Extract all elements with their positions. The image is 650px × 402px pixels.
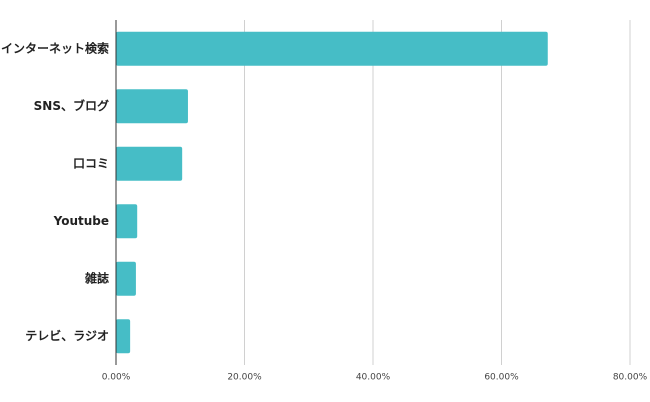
x-tick-label: 60.00% xyxy=(484,373,519,383)
y-tick-label: SNS、ブログ xyxy=(34,98,109,113)
bar xyxy=(116,89,188,124)
bar xyxy=(116,319,131,354)
bar xyxy=(116,261,136,296)
bar xyxy=(116,31,548,66)
x-tick-label: 40.00% xyxy=(356,373,391,383)
bar xyxy=(116,204,138,239)
y-tick-label: Youtube xyxy=(53,214,109,228)
bar xyxy=(116,146,183,181)
y-tick-label: 口コミ xyxy=(73,156,109,170)
x-tick-label: 80.00% xyxy=(613,373,648,383)
y-tick-label: 雑誌 xyxy=(84,270,109,285)
y-tick-label: インターネット検索 xyxy=(1,40,109,55)
y-tick-label: テレビ、ラジオ xyxy=(25,328,109,343)
x-tick-label: 0.00% xyxy=(102,373,131,383)
x-tick-label: 20.00% xyxy=(227,373,262,383)
